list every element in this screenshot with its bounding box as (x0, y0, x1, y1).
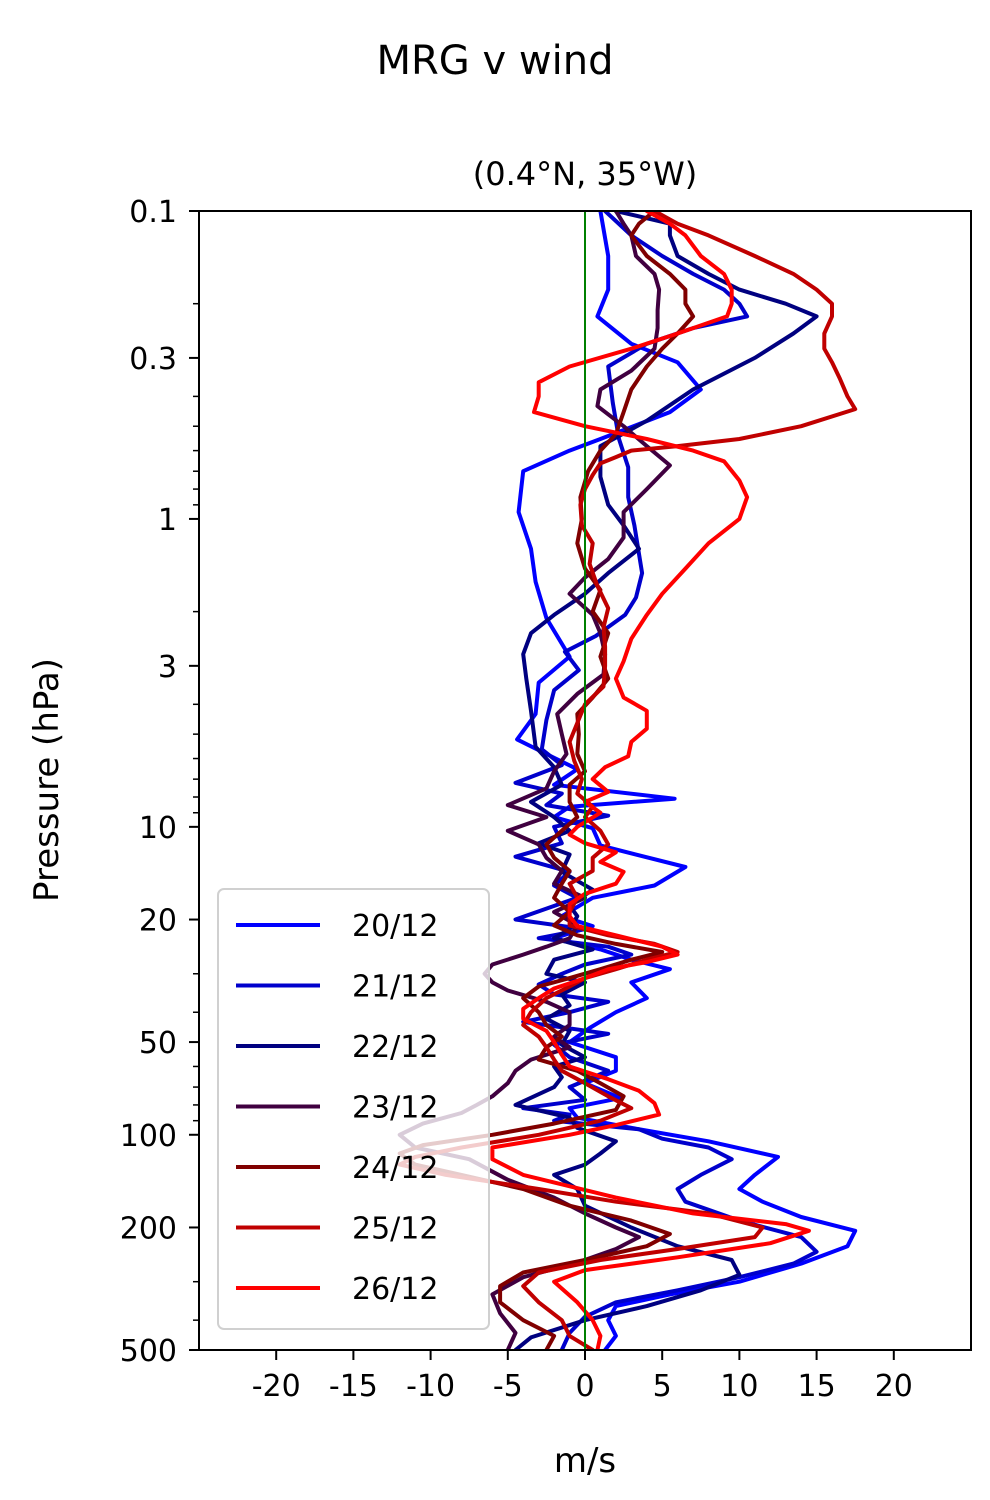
y-tick-label: 0.1 (129, 195, 177, 230)
y-tick-label: 200 (120, 1211, 177, 1246)
legend-label: 22/12 (352, 1030, 438, 1065)
series-line-2 (513, 211, 819, 1350)
series-line-6 (490, 211, 811, 1350)
y-axis-label: Pressure (hPa) (27, 658, 67, 902)
x-tick-label: 10 (720, 1369, 758, 1404)
y-tick-label: 50 (139, 1026, 177, 1061)
legend: 20/12 21/12 22/12 23/12 24/12 25/12 26/12 (217, 888, 490, 1330)
legend-frame (217, 888, 490, 1330)
figure-suptitle: MRG v wind (377, 38, 614, 84)
x-tick-label: 5 (653, 1369, 672, 1404)
y-tick-label: 20 (139, 904, 177, 939)
y-tick-label: 500 (120, 1334, 177, 1369)
x-tick-label: -20 (252, 1369, 301, 1404)
y-axis-ticks: 0.1 0.3 1 3 10 20 50 100 200 500 (120, 195, 199, 1369)
y-tick-label: 1 (158, 503, 177, 538)
axes-title: (0.4°N, 35°W) (473, 155, 698, 193)
x-tick-label: 0 (575, 1369, 594, 1404)
x-tick-label: 20 (875, 1369, 913, 1404)
series-line-1 (513, 211, 819, 1350)
x-axis-label: m/s (554, 1441, 616, 1481)
legend-label: 25/12 (352, 1212, 438, 1247)
x-tick-label: -15 (329, 1369, 378, 1404)
y-tick-label: 0.3 (129, 342, 177, 377)
legend-label: 23/12 (352, 1091, 438, 1126)
series-lines (397, 211, 858, 1350)
y-tick-label: 100 (120, 1119, 177, 1154)
legend-entries: 20/12 21/12 22/12 23/12 24/12 25/12 26/12 (236, 909, 438, 1307)
x-axis-ticks: -20 -15 -10 -5 0 5 10 15 20 (252, 1350, 913, 1404)
y-tick-label: 10 (139, 811, 177, 846)
x-tick-label: 15 (798, 1369, 836, 1404)
legend-label: 20/12 (352, 909, 438, 944)
y-tick-label: 3 (158, 650, 177, 685)
x-tick-label: -5 (493, 1369, 523, 1404)
series-line-0 (515, 211, 858, 1350)
x-tick-label: -10 (406, 1369, 455, 1404)
legend-label: 24/12 (352, 1151, 438, 1186)
legend-label: 21/12 (352, 970, 438, 1005)
legend-label: 26/12 (352, 1272, 438, 1307)
